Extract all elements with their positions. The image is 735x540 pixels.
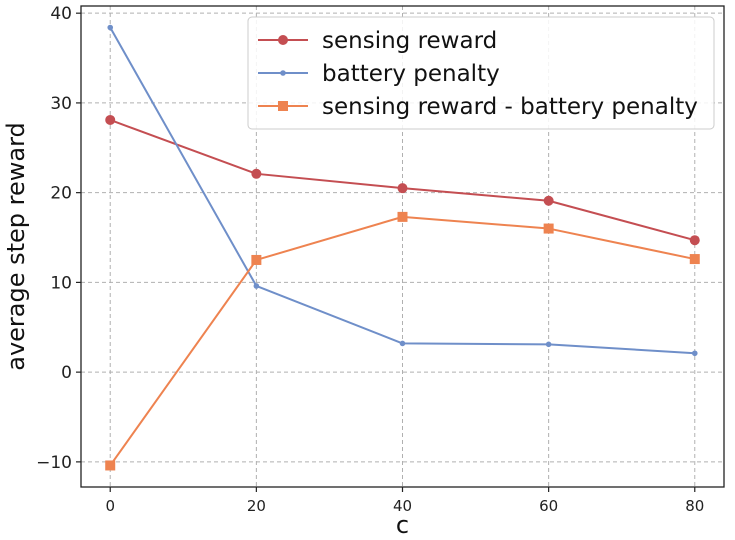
data-point xyxy=(397,183,408,194)
legend-entry: sensing reward xyxy=(258,28,497,54)
series-2 xyxy=(105,211,700,471)
data-point xyxy=(107,24,114,31)
y-axis-ticks: −10 0 10 20 30 40 xyxy=(36,4,81,473)
legend-entry: sensing reward - battery penalty xyxy=(258,94,698,120)
x-axis-ticks: 0 20 40 60 80 xyxy=(105,487,704,515)
data-point xyxy=(689,235,700,246)
legend-entry: battery penalty xyxy=(258,61,500,87)
y-tick-label: 20 xyxy=(50,184,72,204)
x-tick-label: 20 xyxy=(247,497,266,515)
data-point xyxy=(105,460,116,471)
data-point xyxy=(251,254,262,265)
x-axis-label: c xyxy=(396,511,409,539)
legend: sensing reward battery penalty sensing rew… xyxy=(247,16,715,130)
legend-marker xyxy=(278,101,288,111)
x-tick-label: 60 xyxy=(539,497,558,515)
y-tick-label: 0 xyxy=(61,363,72,383)
y-axis-label: average step reward xyxy=(2,122,30,371)
legend-box xyxy=(247,16,715,130)
y-tick-label: −10 xyxy=(36,453,72,473)
series-layer xyxy=(105,24,700,471)
legend-marker xyxy=(278,35,288,45)
data-point xyxy=(399,340,406,347)
series-0 xyxy=(105,114,700,246)
data-point xyxy=(543,223,554,234)
x-tick-label: 80 xyxy=(685,497,704,515)
data-point xyxy=(251,168,262,179)
series-line xyxy=(109,119,696,242)
y-tick-label: 30 xyxy=(50,94,72,114)
x-tick-label: 40 xyxy=(393,497,412,515)
x-tick-label: 0 xyxy=(105,497,115,515)
y-tick-label: 40 xyxy=(50,4,72,24)
data-point xyxy=(253,283,260,289)
data-point xyxy=(691,350,698,357)
legend-label: battery penalty xyxy=(322,61,500,87)
data-point xyxy=(689,254,700,265)
legend-label: sensing reward - battery penalty xyxy=(322,94,698,120)
data-point xyxy=(543,195,554,206)
legend-label: sensing reward xyxy=(322,28,497,54)
data-point xyxy=(105,114,116,125)
y-tick-label: 10 xyxy=(50,273,72,293)
series-1 xyxy=(107,24,698,357)
data-point xyxy=(545,341,552,348)
legend-marker xyxy=(280,70,286,76)
data-point xyxy=(397,211,408,222)
